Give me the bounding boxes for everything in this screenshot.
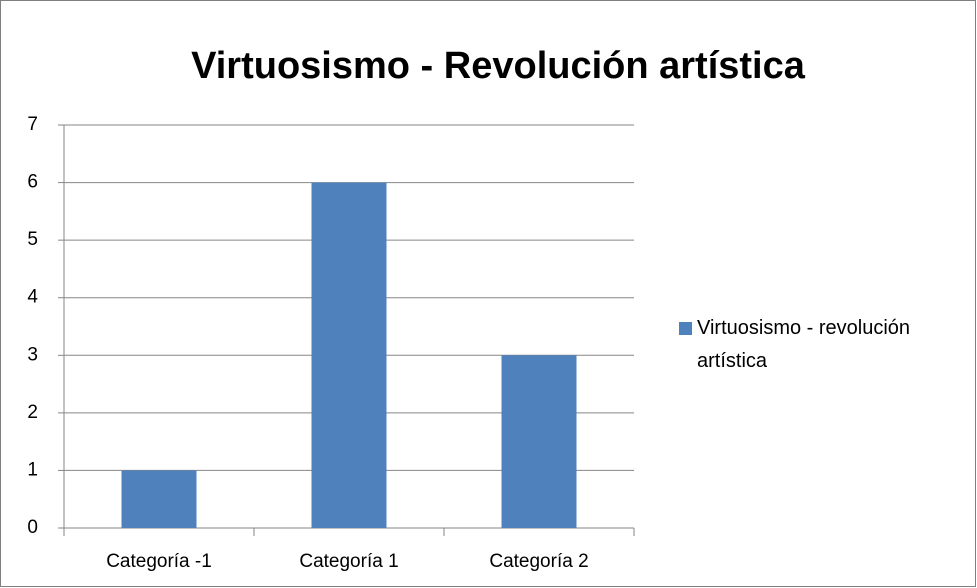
y-tick-label: 1 [27,459,38,480]
chart-title: Virtuosismo - Revolución artística [191,45,806,87]
legend-label: Virtuosismo - revolución artística [697,317,911,372]
x-tick-label: Categoría 1 [299,551,398,572]
y-tick-label: 6 [27,172,38,193]
bar [311,182,387,529]
y-tick-label: 4 [27,287,38,308]
x-tick-label: Categoría 2 [489,551,588,572]
y-tick-label: 2 [27,402,38,423]
y-tick-label: 0 [27,517,38,538]
x-tick-label: Categoría -1 [106,551,212,572]
legend-swatch [679,322,692,335]
y-tick-label: 3 [27,344,38,365]
y-tick-label: 5 [27,229,38,250]
bar [501,355,577,528]
y-tick-label: 7 [27,114,38,135]
bar [121,470,197,528]
